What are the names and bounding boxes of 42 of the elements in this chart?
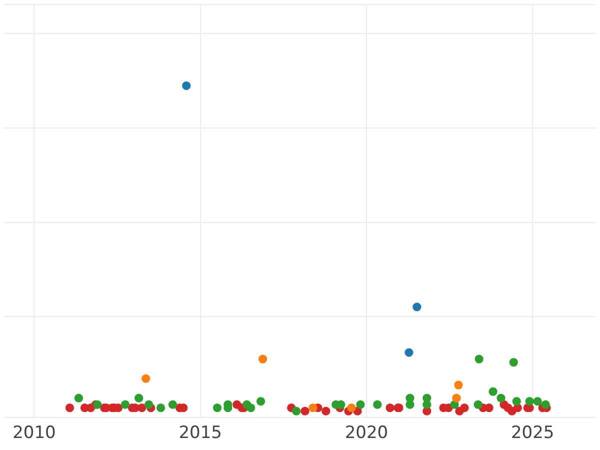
point [256,397,266,406]
point [322,406,330,416]
point [292,406,301,416]
point [386,404,394,412]
x-tick-label: 2025 [510,423,554,444]
point [496,394,506,402]
point [541,400,550,409]
point [300,406,310,416]
point [168,400,178,409]
point [144,400,154,409]
point [142,374,150,383]
point [404,348,414,357]
point [212,404,222,412]
point [460,404,469,412]
point [488,387,498,396]
point [134,394,144,402]
point [474,354,484,364]
point [258,354,268,364]
point [246,404,256,412]
point [512,397,521,406]
x-tick-label: 2010 [12,423,56,444]
point [156,404,166,412]
point [74,394,84,402]
point [454,380,463,390]
point [120,400,130,409]
point [422,400,432,409]
point [308,404,318,412]
point [138,404,146,412]
point [373,400,382,409]
point [65,404,74,412]
point [356,400,365,409]
point [533,397,542,406]
point [182,81,191,90]
x-tick-label: 2015 [178,423,222,444]
x-tick-label: 2020 [344,423,388,444]
point [452,394,461,402]
point [347,404,356,412]
point [406,400,414,409]
point [509,358,518,367]
point [474,400,482,409]
point [525,397,534,406]
point [412,302,422,312]
